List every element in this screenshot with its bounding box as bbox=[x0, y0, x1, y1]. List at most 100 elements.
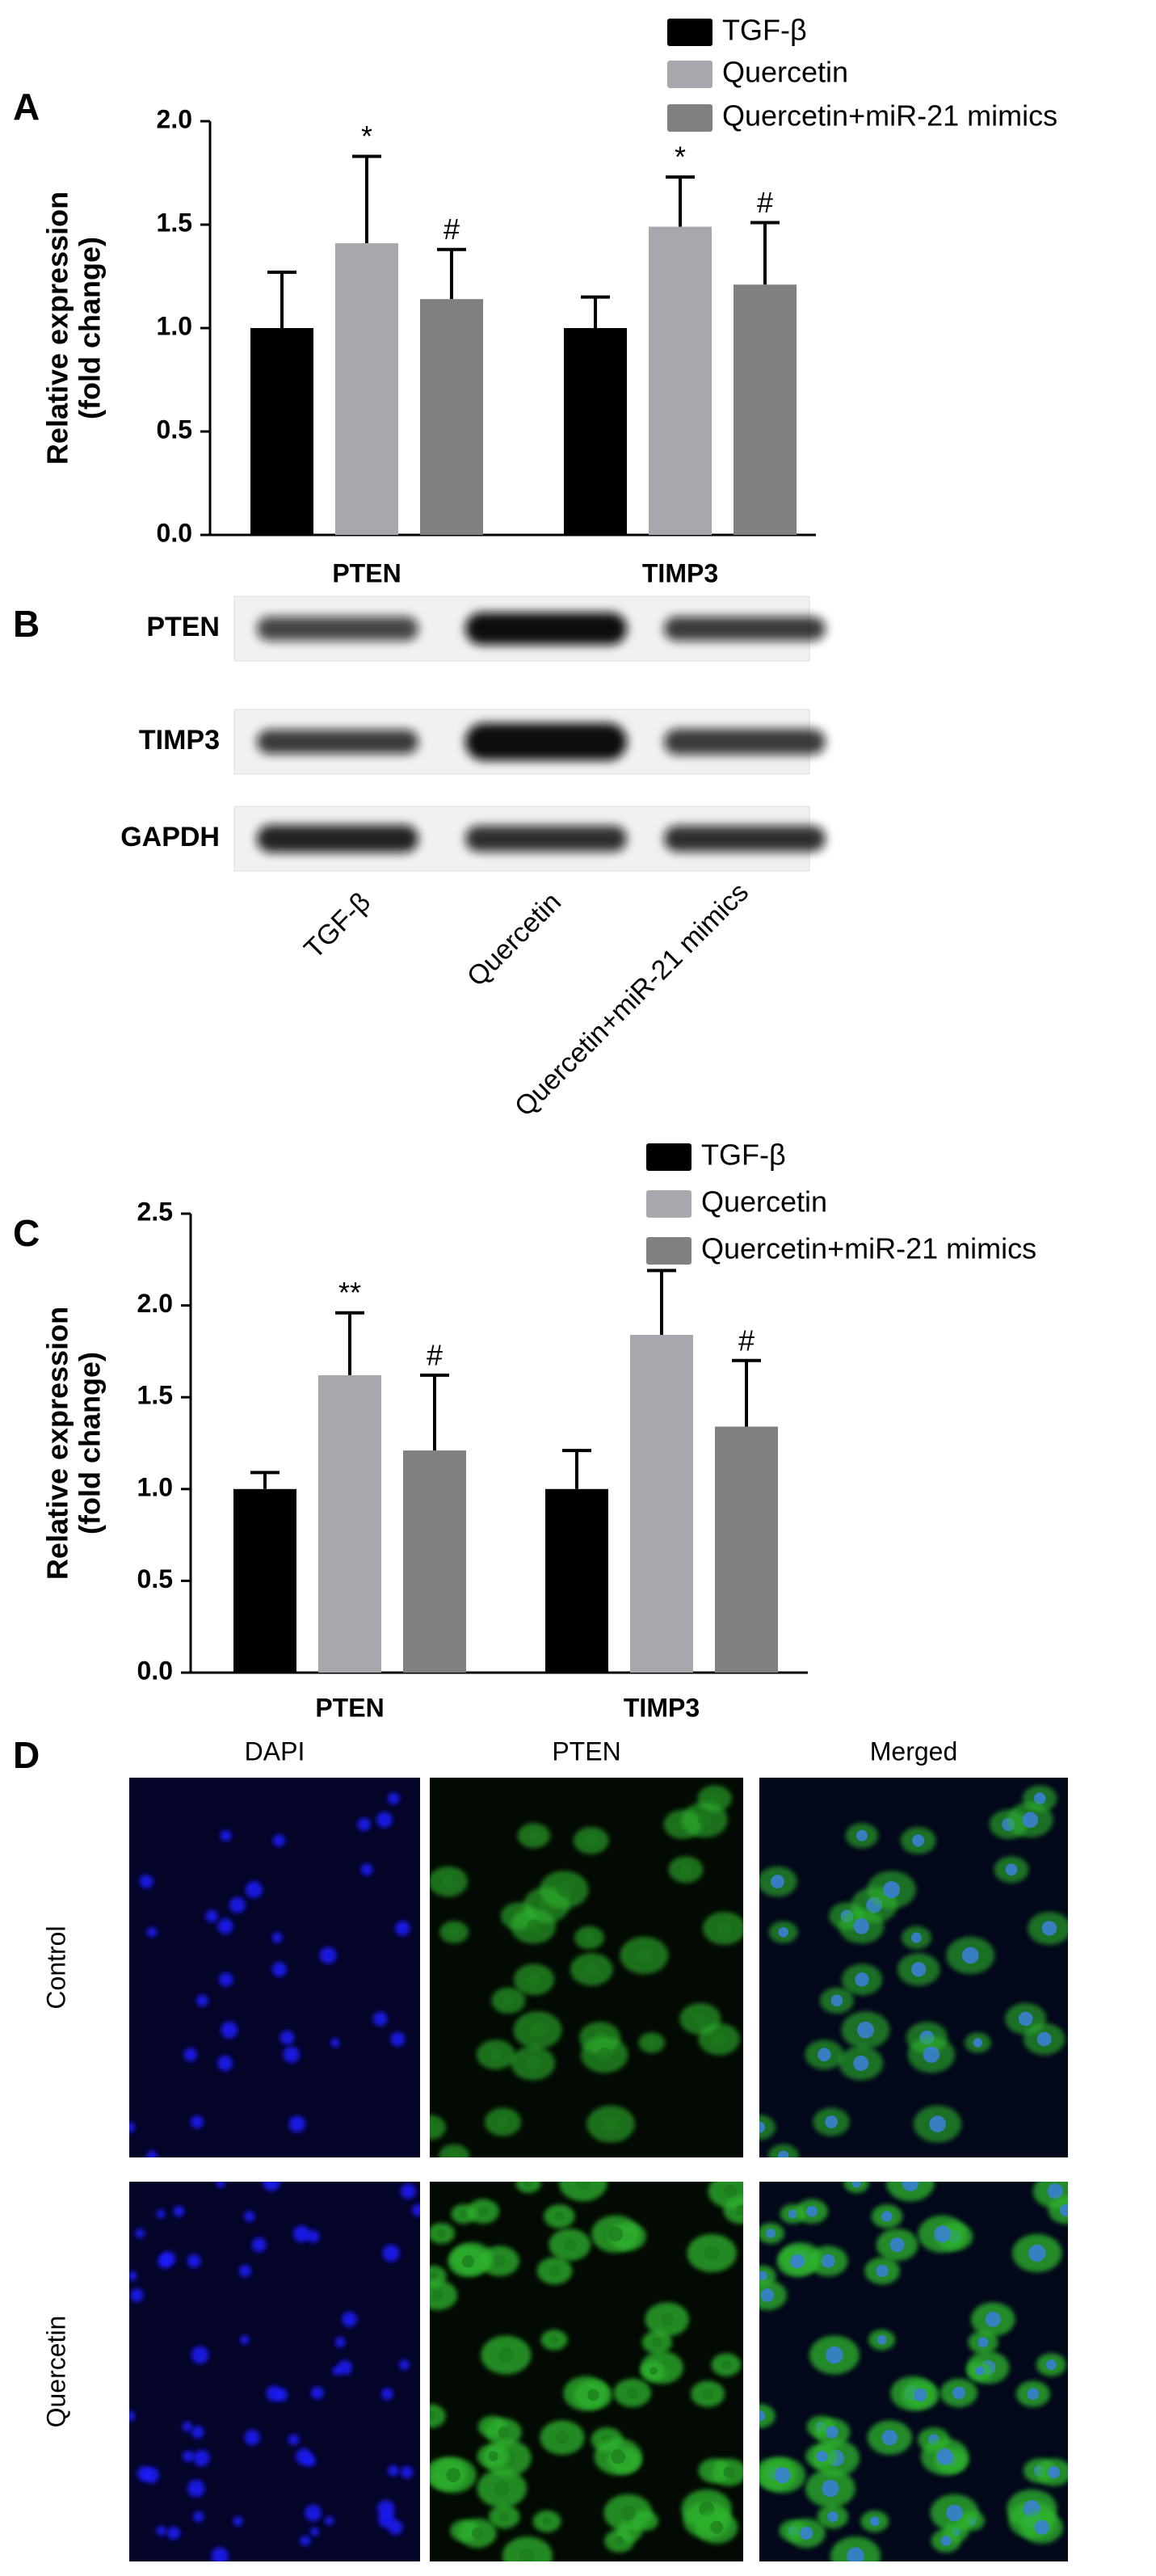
legend-swatch bbox=[667, 19, 713, 46]
nucleus-shadow bbox=[586, 1835, 597, 1846]
panel-label: D bbox=[13, 1734, 40, 1776]
nucleus-shadow bbox=[431, 2289, 444, 2301]
nucleus-shadow bbox=[554, 2212, 565, 2221]
nucleus bbox=[821, 2254, 835, 2268]
micrograph-cells bbox=[129, 2182, 420, 2561]
nucleus bbox=[191, 2115, 204, 2128]
legend-label: Quercetin bbox=[701, 1185, 827, 1219]
nucleus bbox=[146, 1926, 158, 1938]
legend-label: Quercetin bbox=[722, 56, 848, 89]
nucleus-shadow bbox=[524, 2182, 532, 2187]
nucleus bbox=[238, 2264, 251, 2277]
nucleus bbox=[778, 1926, 788, 1938]
significance-mark: * bbox=[361, 120, 372, 153]
y-axis-label: Relative expression bbox=[41, 192, 74, 465]
cell-body bbox=[886, 2182, 935, 2202]
nucleus bbox=[193, 2511, 204, 2523]
nucleus bbox=[205, 1909, 218, 1922]
nucleus-shadow bbox=[490, 2048, 502, 2061]
legend-swatch bbox=[667, 104, 713, 132]
y-axis-label: Relative expression bbox=[41, 1307, 74, 1580]
nucleus bbox=[288, 2115, 306, 2132]
nucleus bbox=[826, 2426, 839, 2439]
nucleus bbox=[183, 2450, 194, 2462]
nucleus bbox=[330, 2038, 340, 2048]
legend-swatch bbox=[646, 1143, 691, 1171]
legend-swatch bbox=[667, 61, 713, 88]
nucleus bbox=[869, 2516, 880, 2527]
nucleus-shadow bbox=[549, 2265, 561, 2277]
nucleus bbox=[139, 1875, 153, 1888]
significance-mark: # bbox=[757, 186, 773, 219]
blot-band bbox=[257, 730, 418, 754]
cell-body bbox=[439, 2144, 470, 2157]
nucleus bbox=[217, 2055, 233, 2071]
nucleus bbox=[217, 1918, 233, 1934]
nucleus-shadow bbox=[697, 1812, 713, 1827]
nucleus-shadow bbox=[717, 1921, 731, 1935]
nucleus bbox=[244, 2211, 255, 2222]
nucleus bbox=[1034, 2519, 1049, 2535]
nucleus-shadow bbox=[497, 2116, 509, 2128]
nucleus-shadow bbox=[694, 2012, 707, 2026]
nucleus bbox=[847, 2547, 864, 2561]
nucleus bbox=[818, 2048, 831, 2062]
nucleus-shadow bbox=[585, 1963, 599, 1976]
bar bbox=[564, 328, 627, 535]
nucleus-shadow bbox=[704, 2245, 720, 2261]
nucleus bbox=[973, 2038, 983, 2048]
nucleus-shadow bbox=[526, 2056, 540, 2070]
nucleus bbox=[166, 2526, 181, 2540]
nucleus bbox=[158, 2254, 172, 2269]
nucleus-shadow bbox=[615, 2536, 624, 2546]
nucleus bbox=[274, 2388, 288, 2402]
nucleus bbox=[876, 2264, 889, 2277]
y-tick-label: 1.0 bbox=[137, 1472, 173, 1501]
nucleus bbox=[183, 2048, 198, 2062]
micrograph-cells bbox=[129, 1792, 410, 2157]
nucleus bbox=[129, 2271, 137, 2281]
nucleus bbox=[191, 2346, 209, 2364]
nucleus bbox=[940, 2536, 952, 2546]
nucleus-shadow bbox=[549, 2335, 559, 2344]
error-bar bbox=[581, 295, 610, 328]
bar bbox=[630, 1334, 693, 1673]
cell-body bbox=[515, 2182, 541, 2194]
bar bbox=[420, 299, 483, 535]
nucleus-shadow bbox=[498, 2427, 510, 2438]
nucleus bbox=[251, 2237, 267, 2253]
nucleus bbox=[881, 2211, 893, 2222]
nucleus bbox=[952, 2386, 965, 2400]
nucleus bbox=[387, 1792, 400, 1805]
nucleus-shadow bbox=[530, 2022, 545, 2038]
nucleus bbox=[156, 2525, 166, 2536]
nucleus bbox=[173, 2205, 185, 2217]
nucleus bbox=[826, 2346, 843, 2364]
nucleus-shadow bbox=[723, 2184, 738, 2199]
error-bar bbox=[420, 1373, 449, 1451]
legend-label: Quercetin+miR-21 mimics bbox=[722, 99, 1057, 133]
image-column-label: PTEN bbox=[552, 1736, 620, 1766]
y-tick-label: 2.5 bbox=[137, 1197, 173, 1226]
bar bbox=[649, 226, 712, 535]
nucleus bbox=[187, 2479, 205, 2498]
blot-row-label: GAPDH bbox=[120, 822, 220, 852]
nucleus-shadow bbox=[649, 2367, 658, 2376]
nucleus bbox=[245, 1881, 263, 1899]
nucleus bbox=[400, 2465, 414, 2479]
panel-label: C bbox=[13, 1212, 40, 1254]
bar bbox=[318, 1374, 381, 1673]
nucleus bbox=[806, 2205, 818, 2217]
nucleus bbox=[372, 2011, 388, 2027]
panel-label: A bbox=[13, 86, 40, 128]
nucleus bbox=[910, 1932, 922, 1943]
panel-label: B bbox=[13, 603, 40, 645]
nucleus-shadow bbox=[442, 1875, 455, 1888]
nucleus bbox=[400, 2183, 416, 2199]
legend-label: Quercetin+miR-21 mimics bbox=[701, 1232, 1036, 1265]
nucleus-shadow bbox=[626, 2387, 638, 2399]
image-row-label: Quercetin bbox=[41, 2316, 70, 2428]
nucleus bbox=[244, 2430, 260, 2446]
micrograph-cells bbox=[759, 1785, 1068, 2157]
nucleus bbox=[936, 2448, 953, 2465]
